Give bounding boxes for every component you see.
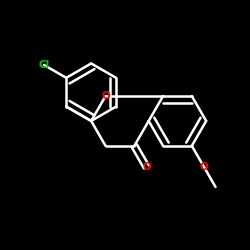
Text: O: O	[142, 162, 151, 172]
Text: O: O	[101, 91, 110, 101]
Text: O: O	[200, 162, 208, 172]
Text: Cl: Cl	[38, 60, 50, 70]
